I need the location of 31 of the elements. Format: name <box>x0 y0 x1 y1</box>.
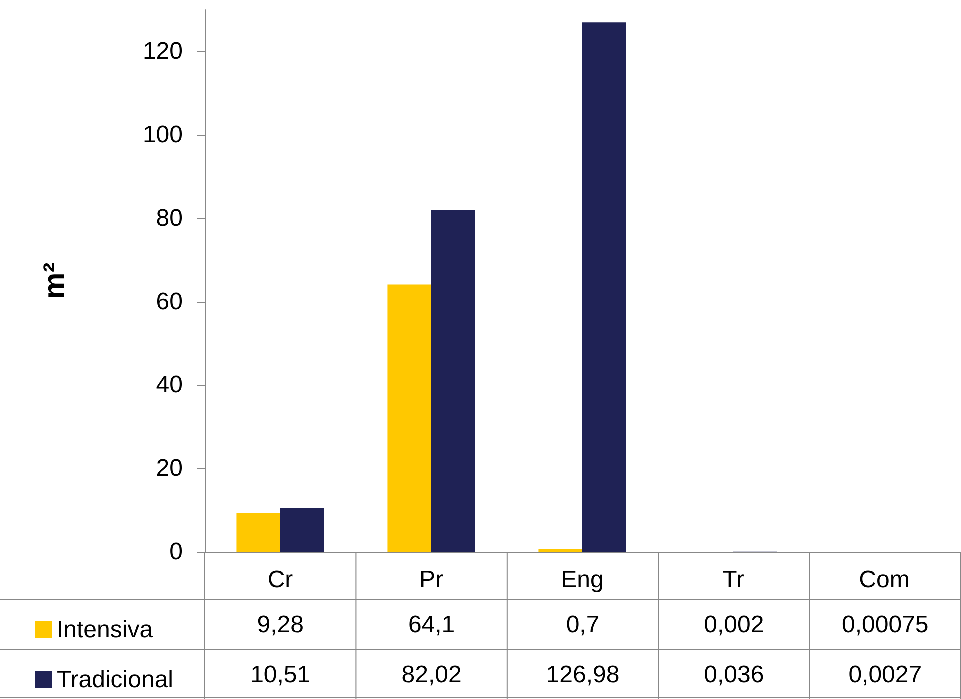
data-label: 0,036 <box>704 662 764 688</box>
data-label: 0,7 <box>566 612 600 638</box>
legend-label: Tradicional <box>57 666 174 694</box>
bar <box>236 513 280 552</box>
bar <box>582 22 626 552</box>
bar <box>432 210 476 552</box>
legend-label: Intensiva <box>57 616 154 644</box>
data-label: 64,1 <box>408 612 456 638</box>
y-tick-label: 40 <box>156 372 183 399</box>
y-tick-label: 120 <box>142 38 183 66</box>
x-tick-label: Tr <box>722 566 744 594</box>
y-axis-title: m² <box>38 262 72 300</box>
data-label: 0,002 <box>704 612 764 638</box>
data-label: 0,00075 <box>842 612 929 638</box>
y-tick-label: 0 <box>170 538 183 566</box>
data-label: 82,02 <box>402 662 462 688</box>
x-tick-label: Com <box>859 566 910 594</box>
x-tick-label: Eng <box>561 566 604 594</box>
x-tick-label: Cr <box>268 566 294 594</box>
data-label: 126,98 <box>546 662 620 688</box>
y-tick-label: 60 <box>156 288 183 316</box>
x-tick-label: Pr <box>420 566 444 594</box>
y-tick-label: 80 <box>156 204 183 232</box>
data-label: 10,51 <box>250 662 311 688</box>
y-tick-label: 100 <box>142 122 183 149</box>
bar <box>538 549 582 552</box>
bar <box>388 284 432 552</box>
data-label: 0,0027 <box>848 662 922 688</box>
y-tick-label: 20 <box>156 455 183 482</box>
bar <box>280 508 324 552</box>
data-label: 9,28 <box>257 612 304 638</box>
